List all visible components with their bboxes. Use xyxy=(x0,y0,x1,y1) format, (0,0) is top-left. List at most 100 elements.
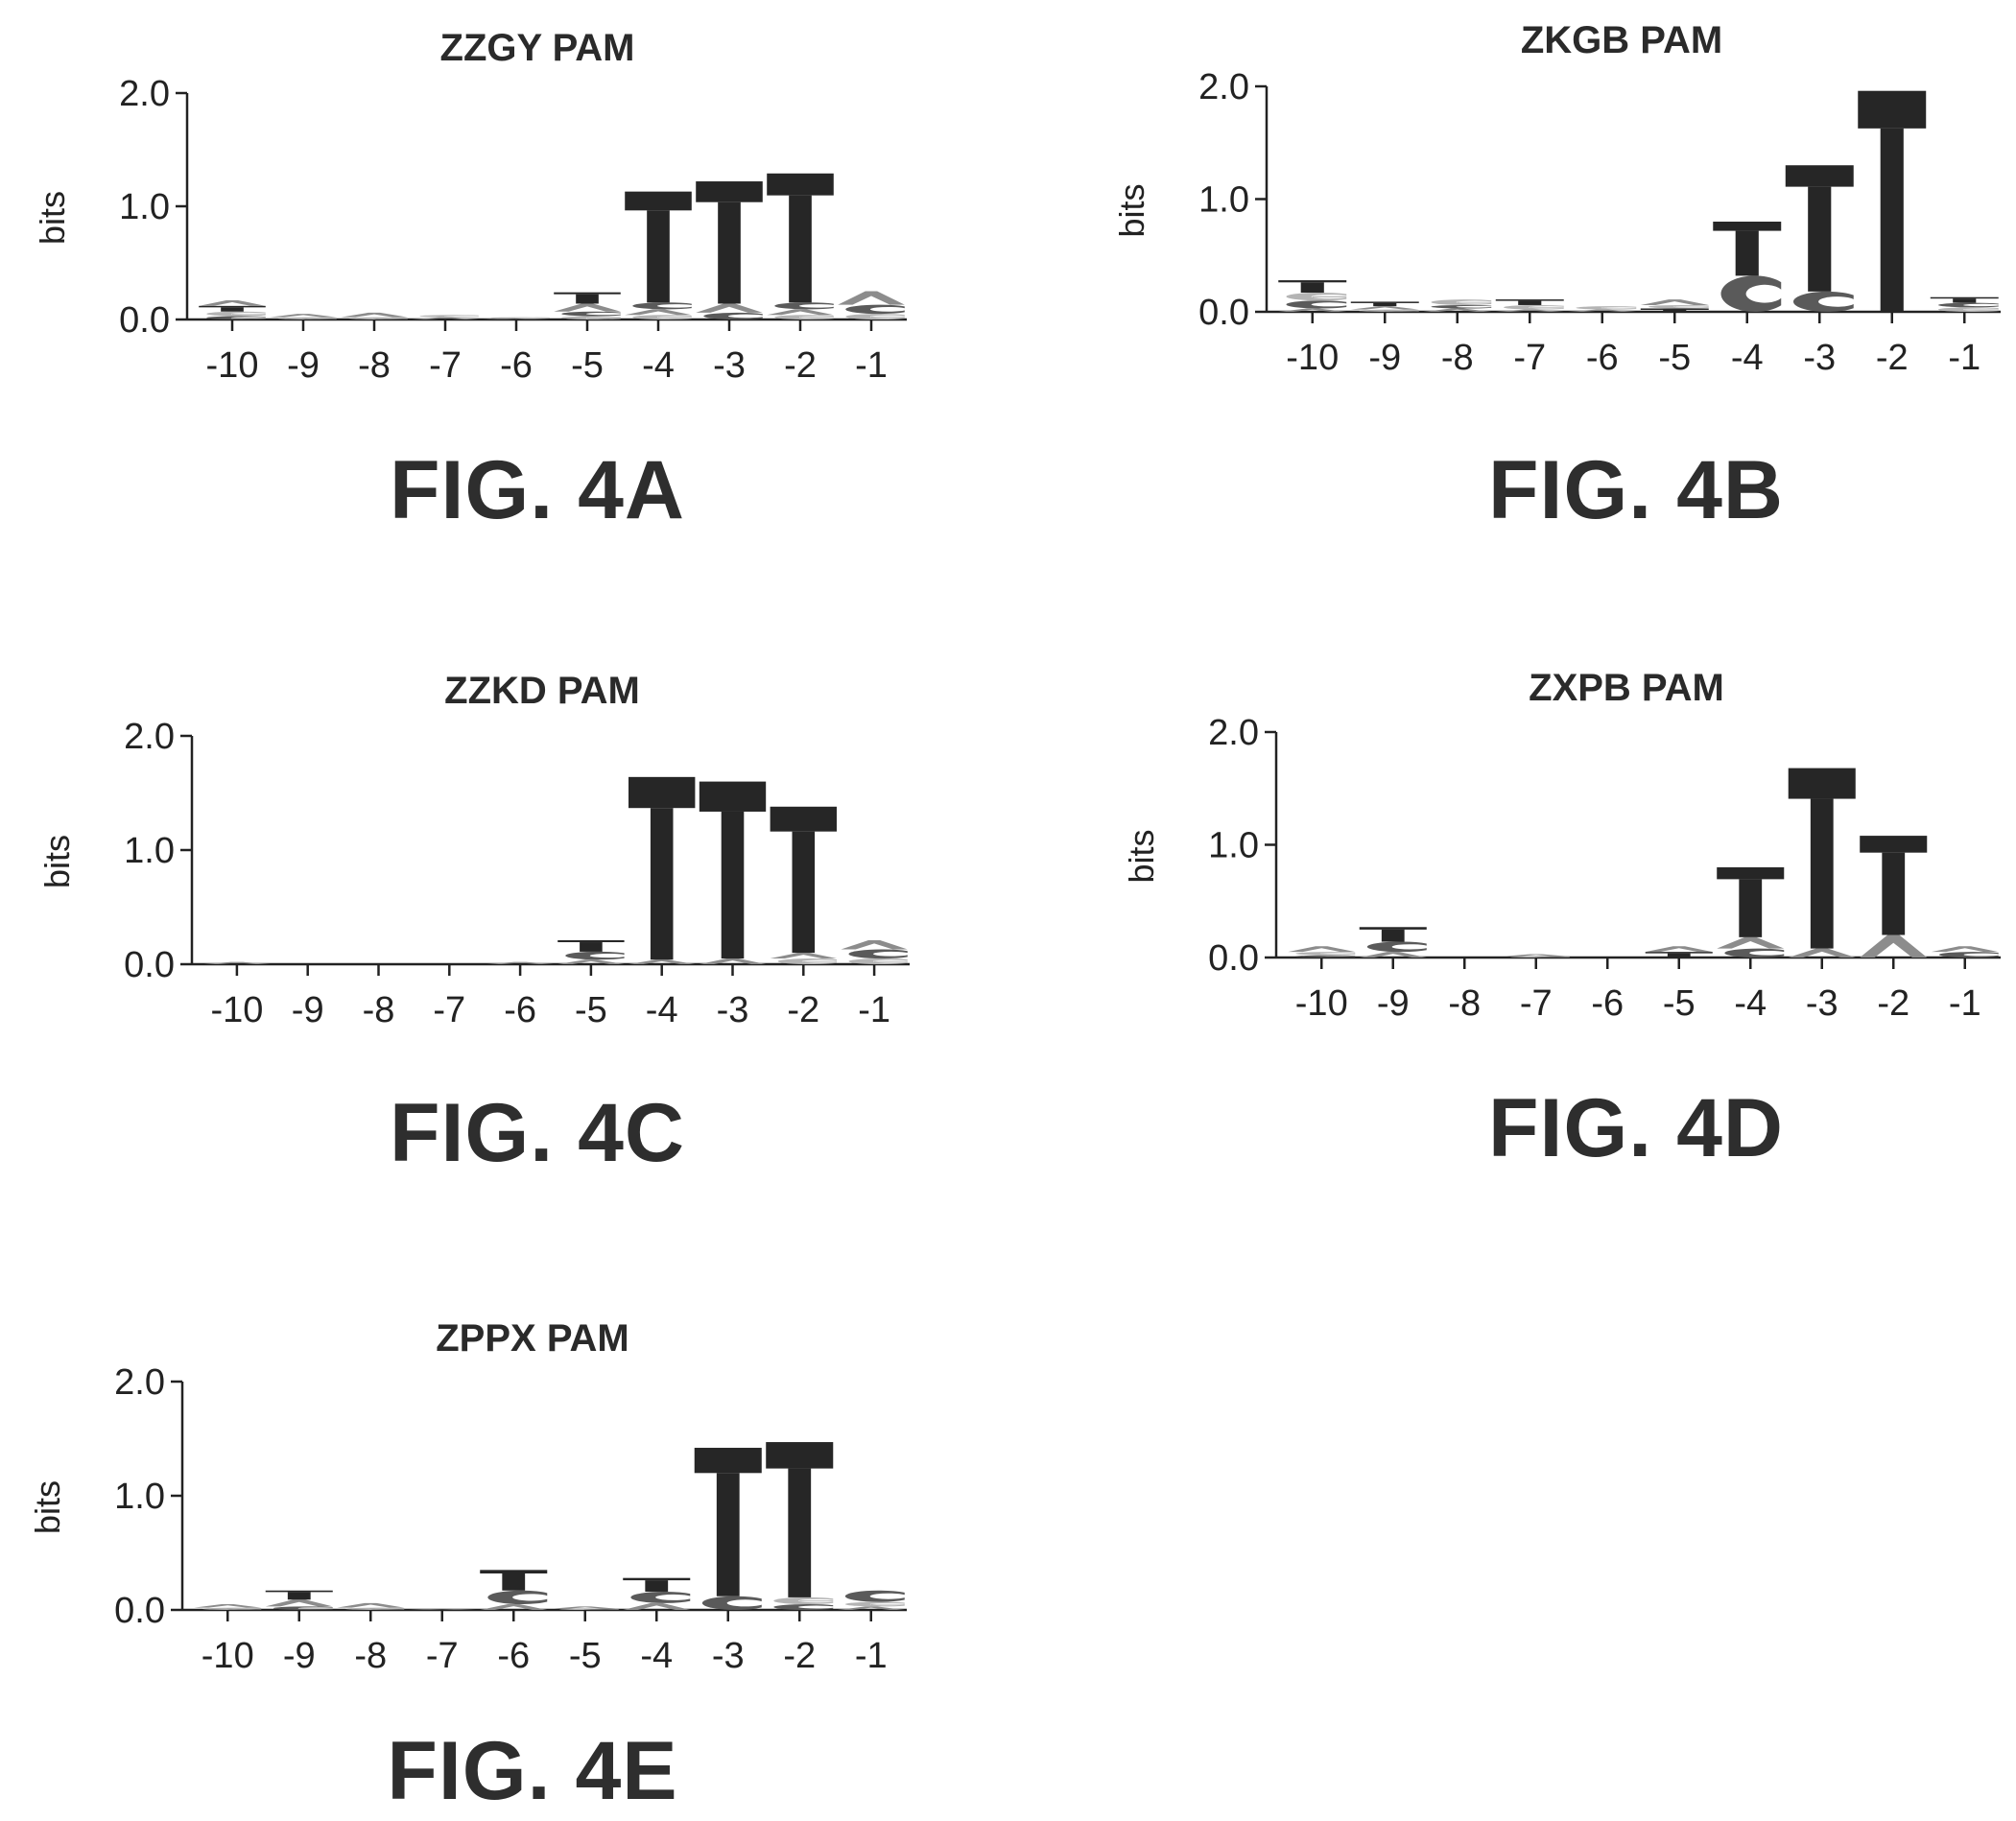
logo-letter-a xyxy=(486,961,554,964)
logo-letter-a xyxy=(1860,934,1928,958)
logo-letter-c xyxy=(1792,291,1854,312)
logo-letter-g xyxy=(490,317,550,319)
x-tick-label-c: -4 xyxy=(646,990,678,1030)
y-tick-label-e: 2.0 xyxy=(114,1362,165,1403)
logo-letter-g xyxy=(774,315,834,319)
x-tick-label-b: -1 xyxy=(1948,338,1980,378)
logo-letter-a xyxy=(837,1606,905,1610)
logo-letter-g xyxy=(1648,304,1709,309)
logo-letter-t xyxy=(1860,836,1928,935)
x-tick-label-c: -3 xyxy=(717,990,749,1030)
logo-letter-a xyxy=(1278,308,1347,312)
logo-letter-t xyxy=(1645,952,1713,958)
x-tick-label-d: -1 xyxy=(1949,983,1981,1024)
logo-letter-g xyxy=(1509,956,1570,958)
chart-title-e: ZPPX PAM xyxy=(436,1317,629,1360)
x-tick-label-b: -3 xyxy=(1803,338,1836,378)
logo-letter-t xyxy=(694,1448,762,1596)
x-tick-label-d: -5 xyxy=(1663,983,1696,1024)
logo-letter-a xyxy=(412,317,479,319)
y-tick-label-a: 0.0 xyxy=(119,300,170,341)
logo-letter-c xyxy=(1431,304,1492,309)
x-tick-label-a: -8 xyxy=(358,345,391,386)
logo-letter-c xyxy=(848,949,908,959)
logo-letter-a xyxy=(699,958,767,964)
x-tick-label-a: -1 xyxy=(855,345,888,386)
logo-letter-g xyxy=(773,1596,834,1605)
x-tick-label-d: -9 xyxy=(1377,983,1410,1024)
y-tick-label-b: 0.0 xyxy=(1198,293,1249,333)
logo-letter-a xyxy=(1359,952,1427,958)
x-tick-label-a: -5 xyxy=(571,345,604,386)
x-tick-label-b: -6 xyxy=(1586,338,1619,378)
logo-letter-g xyxy=(777,958,837,965)
logo-letter-t xyxy=(1785,165,1854,292)
logo-letter-t xyxy=(1930,296,1999,303)
logo-letter-c xyxy=(1724,948,1785,958)
x-tick-label-a: -10 xyxy=(206,345,259,386)
y-tick-label-a: 1.0 xyxy=(119,187,170,227)
logo-letter-c xyxy=(1937,302,1999,308)
x-tick-label-c: -8 xyxy=(363,990,395,1030)
x-tick-label-b: -8 xyxy=(1441,338,1474,378)
logo-letter-c xyxy=(773,1604,834,1610)
x-tick-label-e: -2 xyxy=(783,1636,816,1676)
y-axis-label-e: bits xyxy=(28,1480,67,1534)
logo-letter-t xyxy=(1495,299,1564,305)
logo-letter-c xyxy=(774,302,834,310)
y-tick-label-e: 1.0 xyxy=(114,1477,165,1517)
logo-letter-c xyxy=(1720,275,1782,312)
logo-letter-g xyxy=(1503,304,1564,310)
x-tick-label-b: -5 xyxy=(1658,338,1691,378)
figure-label-4a: FIG. 4A xyxy=(390,444,685,536)
logo-letter-c xyxy=(844,1590,905,1602)
x-tick-label-b: -2 xyxy=(1876,338,1909,378)
figure-label-4e: FIG. 4E xyxy=(387,1725,677,1817)
logo-letter-a xyxy=(1288,946,1356,953)
logo-letter-a xyxy=(1495,309,1564,312)
logo-letter-g xyxy=(202,1607,262,1610)
logo-letter-a xyxy=(623,1602,691,1610)
x-tick-label-e: -6 xyxy=(497,1636,530,1676)
x-tick-label-c: -6 xyxy=(504,990,536,1030)
logo-letter-g xyxy=(1431,299,1492,305)
logo-letter-a xyxy=(770,953,837,959)
x-tick-label-b: -4 xyxy=(1731,338,1764,378)
logo-letter-t xyxy=(629,776,696,960)
logo-letter-a xyxy=(1788,948,1856,958)
y-axis-label-b: bits xyxy=(1112,183,1151,237)
y-tick-label-c: 0.0 xyxy=(124,945,175,985)
logo-letter-a xyxy=(1350,306,1419,310)
x-tick-label-d: -7 xyxy=(1520,983,1553,1024)
x-tick-label-e: -9 xyxy=(283,1636,316,1676)
logo-letter-g xyxy=(844,1601,905,1607)
logo-letter-a xyxy=(841,940,908,950)
x-tick-label-c: -10 xyxy=(210,990,263,1030)
logo-letter-c xyxy=(273,1606,333,1611)
x-tick-label-c: -9 xyxy=(292,990,324,1030)
logo-letter-c xyxy=(487,1590,548,1605)
logo-letter-g xyxy=(419,315,479,318)
logo-letter-a xyxy=(838,291,905,305)
x-tick-label-e: -7 xyxy=(426,1636,459,1676)
logo-letter-c xyxy=(1286,300,1347,309)
logo-letter-g xyxy=(1286,293,1347,301)
logo-letter-g xyxy=(1937,307,1999,312)
logo-letter-a xyxy=(1931,946,1999,953)
x-tick-label-b: -10 xyxy=(1286,338,1339,378)
logo-letter-a xyxy=(629,959,696,964)
figure-label-4d: FIG. 4D xyxy=(1488,1082,1784,1174)
logo-letter-g xyxy=(277,317,337,319)
logo-letter-a xyxy=(1502,954,1570,957)
figure-label-4b: FIG. 4B xyxy=(1488,444,1784,536)
x-tick-label-a: -6 xyxy=(500,345,533,386)
logo-letter-a xyxy=(480,1604,548,1610)
chart-title-c: ZZKD PAM xyxy=(444,670,640,712)
logo-letter-a xyxy=(408,1608,476,1610)
logo-letter-g xyxy=(1576,306,1637,310)
logo-letter-a xyxy=(1423,308,1492,312)
y-tick-label-e: 0.0 xyxy=(114,1591,165,1631)
logo-letter-t xyxy=(696,181,763,304)
logo-letter-g xyxy=(561,316,621,319)
x-tick-label-c: -7 xyxy=(433,990,465,1030)
